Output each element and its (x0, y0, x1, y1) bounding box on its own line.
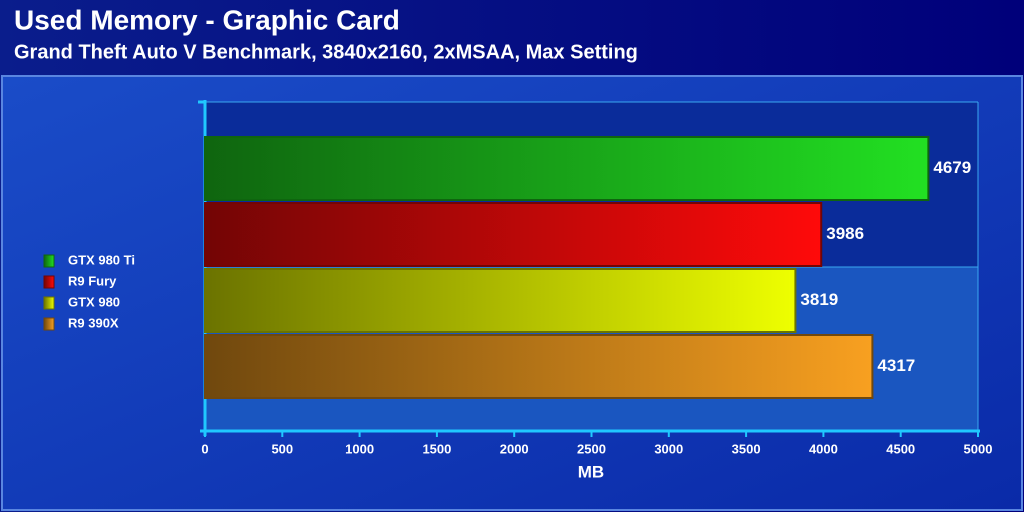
x-tick-label: 3000 (654, 441, 683, 456)
legend-swatch (43, 275, 55, 289)
x-tick-label: 1000 (345, 441, 374, 456)
value-label: 4679 (933, 158, 971, 177)
legend-label: R9 390X (68, 315, 119, 330)
legend-swatch (43, 296, 55, 310)
chart-subtitle: Grand Theft Auto V Benchmark, 3840x2160,… (14, 41, 638, 63)
value-label: 4317 (877, 356, 915, 375)
bar (204, 136, 930, 201)
x-tick-label: 0 (201, 441, 208, 456)
bar (204, 334, 874, 399)
x-axis-title: MB (578, 462, 604, 481)
x-tick-label: 2000 (500, 441, 529, 456)
legend-label: R9 Fury (68, 273, 117, 288)
x-tick-label: 5000 (964, 441, 993, 456)
legend-swatch (43, 254, 55, 268)
legend-label: GTX 980 Ti (68, 252, 135, 267)
legend-label: GTX 980 (68, 294, 120, 309)
x-tick-label: 4000 (809, 441, 838, 456)
value-label: 3986 (826, 224, 864, 243)
x-tick-label: 1500 (422, 441, 451, 456)
x-tick-label: 4500 (886, 441, 915, 456)
bar (204, 202, 823, 267)
x-tick-label: 2500 (577, 441, 606, 456)
chart-title: Used Memory - Graphic Card (14, 4, 400, 35)
bar (204, 268, 797, 333)
x-tick-label: 500 (271, 441, 293, 456)
legend-swatch (43, 317, 55, 331)
value-label: 3819 (800, 290, 838, 309)
x-tick-label: 3500 (732, 441, 761, 456)
